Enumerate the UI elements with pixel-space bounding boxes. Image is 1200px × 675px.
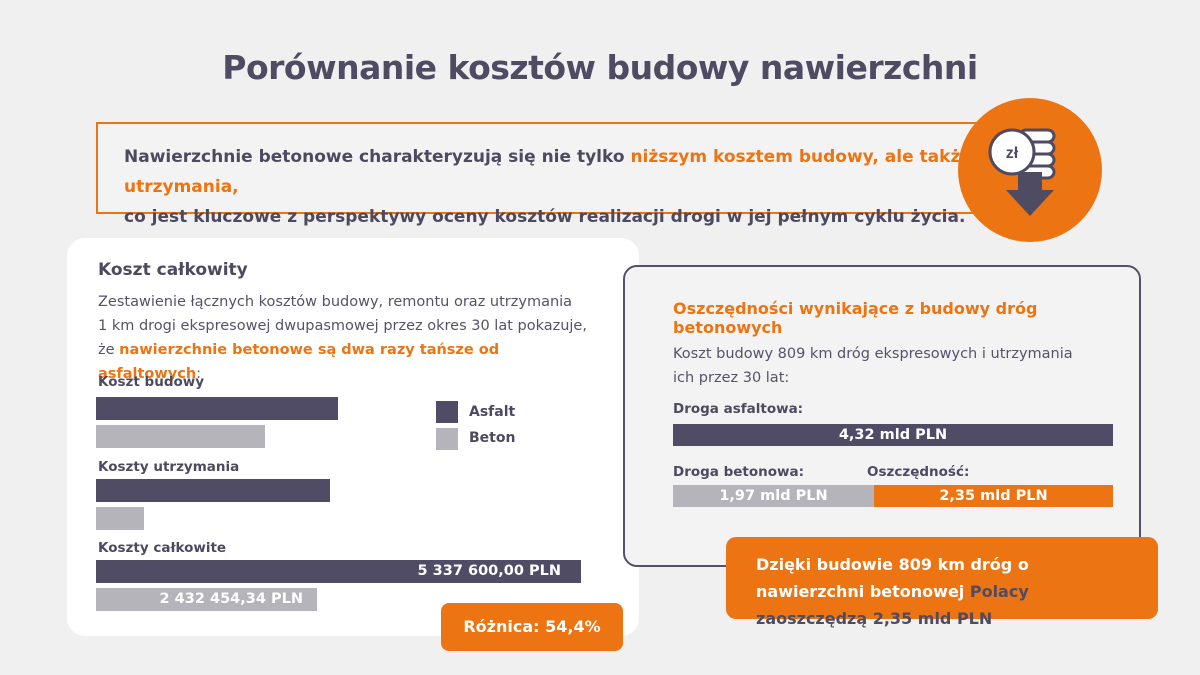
bar-asfalt-total: 5 337 600,00 PLN <box>96 560 581 583</box>
label-beton-total: 2 432 454,34 PLN <box>159 591 303 607</box>
desc-line-3-post: : <box>196 366 202 382</box>
legend-label-beton: Beton <box>469 430 516 446</box>
intro-text-highlight: niższym kosztem budowy, ale także utrzym… <box>124 147 972 197</box>
intro-text: Nawierzchnie betonowe charakteryzują się… <box>124 142 974 232</box>
savings-label: Oszczędność: <box>867 464 970 480</box>
legend-swatch-asfalt <box>436 401 458 423</box>
intro-box: Nawierzchnie betonowe charakteryzują się… <box>96 122 996 227</box>
total-cost-card: Koszt całkowity Zestawienie łącznych kos… <box>67 238 639 636</box>
legend-label-asfalt: Asfalt <box>469 404 516 420</box>
legend-swatch-beton <box>436 428 458 450</box>
asfalt-road-label: Droga asfaltowa: <box>673 401 804 417</box>
page-title: Porównanie kosztów budowy nawierzchni <box>222 48 978 87</box>
bar-beton-maintenance <box>96 507 144 530</box>
savings-callout: Dzięki budowie 809 km dróg o nawierzchni… <box>726 537 1158 628</box>
category-label-build: Koszt budowy <box>98 374 205 390</box>
savings-value: 2,35 mld PLN <box>939 488 1048 504</box>
total-cost-description: Zestawienie łącznych kosztów budowy, rem… <box>98 290 598 386</box>
beton-road-label: Droga betonowa: <box>673 464 805 480</box>
bar-asfalt-build <box>96 397 338 420</box>
coin-label: zł <box>1006 145 1019 162</box>
beton-road-bar: 1,97 mld PLN <box>673 485 874 507</box>
desc-line-3-highlight: nawierzchnie betonowe są dwa razy tańsze… <box>98 342 500 382</box>
asfalt-road-value: 4,32 mld PLN <box>838 427 948 443</box>
label-asfalt-total: 5 337 600,00 PLN <box>417 563 561 579</box>
desc-line-1: Zestawienie łącznych kosztów budowy, rem… <box>98 294 573 310</box>
category-label-total: Koszty całkowite <box>98 540 227 556</box>
difference-badge: Różnica: 54,4% <box>441 603 623 651</box>
savings-card: Oszczędności wynikające z budowy dróg be… <box>623 265 1141 567</box>
bar-beton-build <box>96 425 265 448</box>
bar-asfalt-maintenance <box>96 479 330 502</box>
asfalt-road-bar: 4,32 mld PLN <box>673 424 1113 446</box>
coins-down-arrow-icon: zł <box>958 98 1102 242</box>
callout-text: Dzięki budowie 809 km dróg o nawierzchni… <box>756 555 1029 601</box>
category-label-maintenance: Koszty utrzymania <box>98 459 240 475</box>
bar-beton-total: 2 432 454,34 PLN <box>96 588 317 611</box>
intro-text-part2: co jest kluczowe z perspektywy oceny kos… <box>124 207 966 227</box>
beton-road-value: 1,97 mld PLN <box>719 488 828 504</box>
desc-line-3-pre: że <box>98 342 120 358</box>
intro-text-part1: Nawierzchnie betonowe charakteryzują się… <box>124 147 631 167</box>
callout-highlight: Polacy zaoszczędzą 2,35 mld PLN <box>756 582 1029 628</box>
savings-heading: Oszczędności wynikające z budowy dróg be… <box>673 299 1038 337</box>
savings-description: Koszt budowy 809 km dróg ekspresowych i … <box>673 346 1073 386</box>
savings-bar: 2,35 mld PLN <box>874 485 1113 507</box>
desc-line-2: 1 km drogi ekspresowej dwupasmowej przez… <box>98 318 587 334</box>
total-cost-heading: Koszt całkowity <box>98 260 248 280</box>
